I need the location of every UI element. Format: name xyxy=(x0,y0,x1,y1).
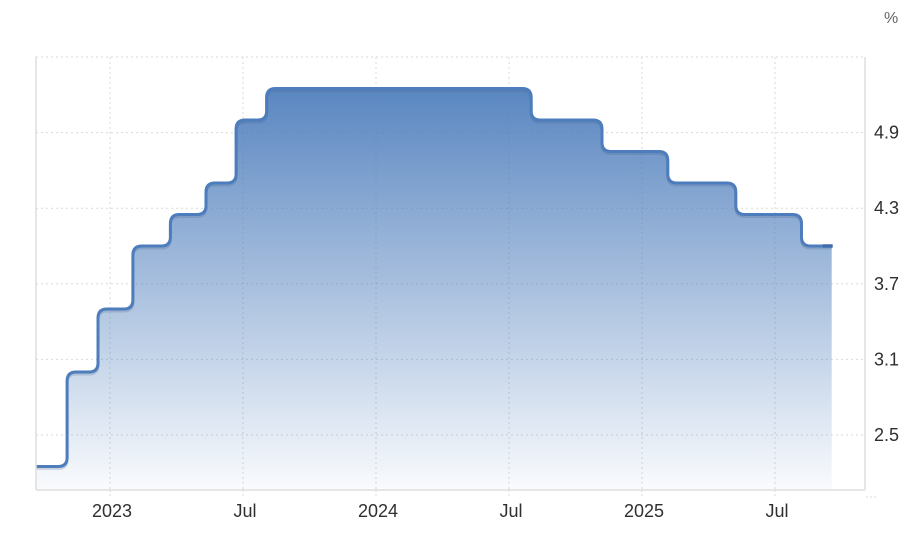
x-axis-label: Jul xyxy=(499,501,522,521)
x-axis-label: 2025 xyxy=(624,501,664,521)
x-axis-label: 2023 xyxy=(92,501,132,521)
x-axis-label: 2024 xyxy=(358,501,398,521)
area-fill xyxy=(36,88,832,490)
y-axis-label: 3.1 xyxy=(874,349,899,369)
y-axis-label: 4.3 xyxy=(874,198,899,218)
y-axis-label: 3.7 xyxy=(874,274,899,294)
x-axis-label: Jul xyxy=(233,501,256,521)
y-axis-label: 2.5 xyxy=(874,425,899,445)
y-axis-unit-label: % xyxy=(884,10,899,27)
rate-line[interactable] xyxy=(36,87,832,468)
y-axis-label: 4.9 xyxy=(874,123,899,143)
line-shadow xyxy=(36,89,832,470)
x-axis-label: Jul xyxy=(766,501,789,521)
